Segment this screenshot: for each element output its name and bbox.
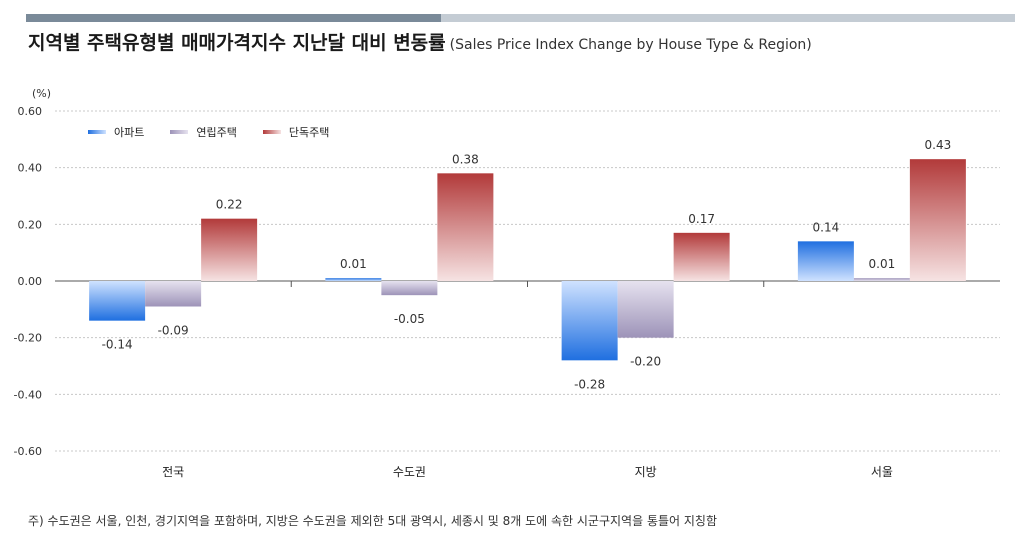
bar-연립주택	[617, 281, 674, 338]
chart-title-korean: 지역별 주택유형별 매매가격지수 지난달 대비 변동률	[28, 32, 446, 54]
legend-label: 단독주택	[288, 126, 330, 139]
y-tick-label: 0.40	[18, 162, 43, 175]
bar-연립주택	[853, 278, 910, 281]
bar-value-label: 0.14	[813, 220, 840, 234]
bar-아파트	[561, 281, 618, 361]
bar-단독주택	[909, 159, 966, 281]
bar-단독주택	[437, 173, 494, 281]
bar-value-label: 0.22	[216, 198, 243, 212]
bar-아파트	[325, 278, 382, 281]
x-category-label: 전국	[162, 465, 184, 479]
bar-아파트	[89, 281, 146, 321]
bar-value-label: -0.28	[574, 377, 605, 391]
bar-연립주택	[145, 281, 202, 307]
header-rule	[441, 14, 1015, 22]
legend-item: 연립주택	[170, 124, 237, 140]
legend-swatch	[262, 130, 281, 134]
x-category-label: 서울	[871, 465, 893, 479]
y-tick-label: 0.20	[18, 218, 43, 231]
y-tick-label: -0.20	[14, 332, 42, 345]
y-tick-label: 0.00	[18, 275, 43, 288]
bar-value-label: 0.01	[340, 257, 367, 271]
bar-연립주택	[381, 281, 438, 296]
footnote: 주) 수도권은 서울, 인천, 경기지역을 포함하며, 지방은 수도권을 제외한…	[28, 514, 717, 528]
y-tick-label: -0.60	[14, 445, 42, 458]
bar-value-label: -0.14	[102, 338, 133, 352]
bar-value-label: 0.43	[925, 138, 952, 152]
legend-swatch	[88, 130, 106, 134]
bar-아파트	[797, 241, 854, 281]
bar-value-label: 0.17	[688, 212, 715, 226]
bar-value-label: -0.05	[394, 312, 425, 326]
bar-value-label: 0.38	[452, 152, 479, 166]
bar-value-label: -0.09	[158, 324, 189, 338]
legend-swatch	[170, 130, 189, 134]
bar-단독주택	[673, 232, 730, 281]
legend-item: 아파트	[88, 124, 144, 140]
legend-label: 아파트	[114, 126, 145, 139]
y-tick-label: -0.40	[14, 388, 42, 401]
chart-legend: 아파트 연립주택 단독주택	[88, 124, 329, 140]
x-category-label: 수도권	[393, 465, 426, 479]
legend-item: 단독주택	[262, 124, 330, 140]
bar-단독주택	[201, 218, 258, 281]
y-axis-unit: (%)	[32, 87, 51, 100]
bar-value-label: -0.20	[630, 355, 661, 369]
header-accent-bar	[26, 14, 441, 22]
bar-chart: (%) 0.60 0.40 0.20 0.00 -0.20 -0.40 -0.60 -0.14 -…	[14, 87, 1000, 479]
y-tick-label: 0.60	[18, 105, 43, 118]
legend-label: 연립주택	[196, 126, 237, 139]
chart-subtitle: (Sales Price Index Change by House Type …	[449, 37, 812, 53]
bar-value-label: 0.01	[869, 257, 896, 271]
chart-title: 지역별 주택유형별 매매가격지수 지난달 대비 변동률 (Sales Price …	[28, 28, 812, 55]
x-category-label: 지방	[635, 465, 657, 479]
